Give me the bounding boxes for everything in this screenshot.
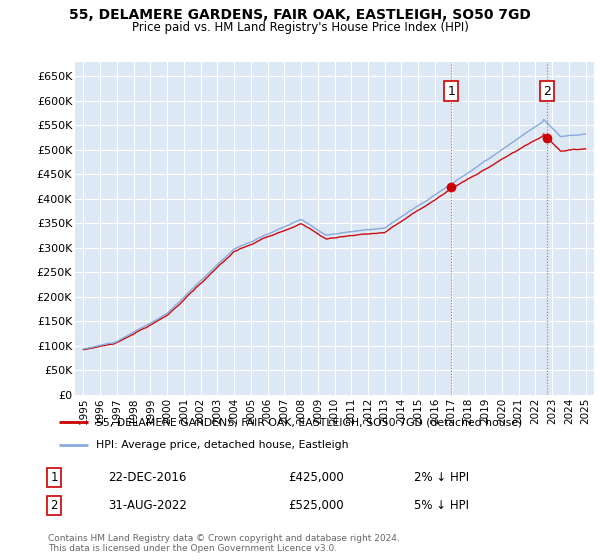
Text: HPI: Average price, detached house, Eastleigh: HPI: Average price, detached house, East… [95,440,348,450]
Text: 5% ↓ HPI: 5% ↓ HPI [414,499,469,512]
Text: 31-AUG-2022: 31-AUG-2022 [108,499,187,512]
Text: 55, DELAMERE GARDENS, FAIR OAK, EASTLEIGH, SO50 7GD: 55, DELAMERE GARDENS, FAIR OAK, EASTLEIG… [69,8,531,22]
Text: 1: 1 [50,471,58,484]
Text: 1: 1 [447,85,455,97]
Text: 2: 2 [50,499,58,512]
Text: £525,000: £525,000 [288,499,344,512]
Text: 22-DEC-2016: 22-DEC-2016 [108,471,187,484]
Text: 2% ↓ HPI: 2% ↓ HPI [414,471,469,484]
Text: £425,000: £425,000 [288,471,344,484]
Text: 2: 2 [542,85,551,97]
Text: Price paid vs. HM Land Registry's House Price Index (HPI): Price paid vs. HM Land Registry's House … [131,21,469,34]
Text: Contains HM Land Registry data © Crown copyright and database right 2024.
This d: Contains HM Land Registry data © Crown c… [48,534,400,553]
Text: 55, DELAMERE GARDENS, FAIR OAK, EASTLEIGH, SO50 7GD (detached house): 55, DELAMERE GARDENS, FAIR OAK, EASTLEIG… [95,417,522,427]
